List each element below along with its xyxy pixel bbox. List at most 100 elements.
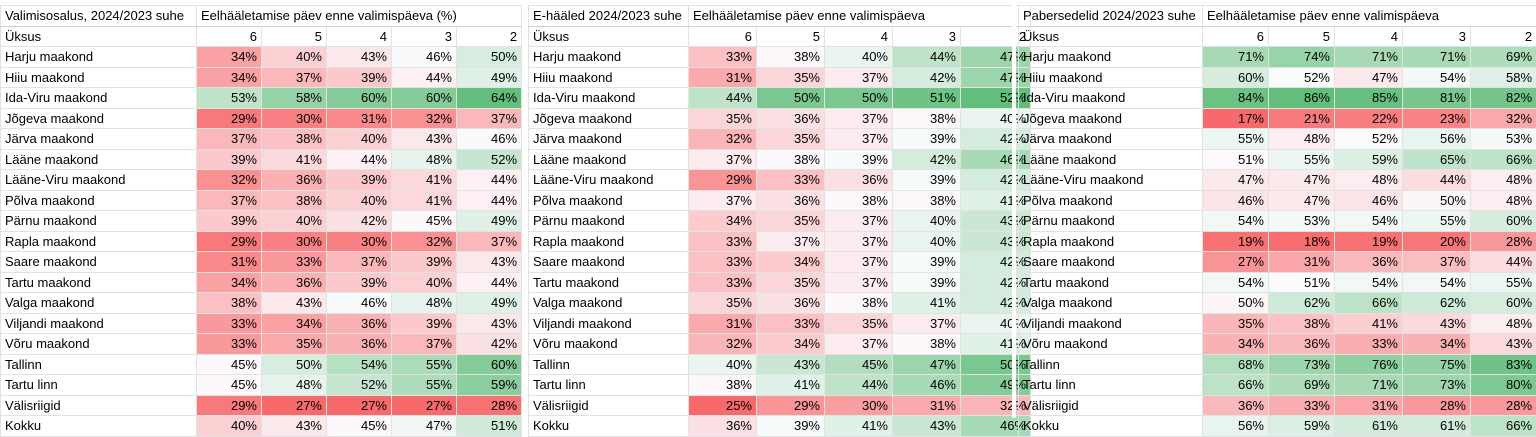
value-cell[interactable]: 37%	[262, 67, 327, 88]
value-cell[interactable]: 33%	[689, 47, 757, 68]
row-label[interactable]: Harju maakond	[529, 47, 689, 68]
value-cell[interactable]: 36%	[1203, 395, 1269, 416]
value-cell[interactable]: 46%	[457, 129, 522, 150]
value-cell[interactable]: 31%	[327, 108, 392, 129]
value-cell[interactable]: 36%	[327, 313, 392, 334]
value-cell[interactable]: 27%	[327, 395, 392, 416]
value-cell[interactable]: 44%	[1471, 252, 1536, 273]
value-cell[interactable]: 37%	[689, 149, 757, 170]
value-cell[interactable]: 36%	[1269, 334, 1335, 355]
value-cell[interactable]: 28%	[1403, 395, 1471, 416]
table-title[interactable]: Pabersedelid 2024/2023 suhe	[1019, 6, 1203, 27]
value-cell[interactable]: 48%	[1471, 170, 1536, 191]
value-cell[interactable]: 83%	[1471, 354, 1536, 375]
value-cell[interactable]: 51%	[1269, 272, 1335, 293]
value-cell[interactable]: 37%	[1403, 252, 1471, 273]
value-cell[interactable]: 30%	[825, 395, 893, 416]
value-cell[interactable]: 55%	[1471, 272, 1536, 293]
value-cell[interactable]: 32%	[689, 334, 757, 355]
value-cell[interactable]: 40%	[327, 129, 392, 150]
value-cell[interactable]: 46%	[327, 293, 392, 314]
row-label[interactable]: Pärnu maakond	[1019, 211, 1203, 232]
value-cell[interactable]: 28%	[457, 395, 522, 416]
value-cell[interactable]: 49%	[457, 293, 522, 314]
value-cell[interactable]: 34%	[1403, 334, 1471, 355]
value-cell[interactable]: 54%	[327, 354, 392, 375]
value-cell[interactable]: 37%	[825, 272, 893, 293]
day-header[interactable]: 3	[893, 26, 961, 47]
unit-header[interactable]: Üksus	[1, 26, 197, 47]
value-cell[interactable]: 48%	[1471, 190, 1536, 211]
value-cell[interactable]: 43%	[392, 129, 457, 150]
value-cell[interactable]: 38%	[757, 149, 825, 170]
value-cell[interactable]: 21%	[1269, 108, 1335, 129]
day-header[interactable]: 5	[262, 26, 327, 47]
value-cell[interactable]: 53%	[1269, 211, 1335, 232]
row-label[interactable]: Tallinn	[529, 354, 689, 375]
value-cell[interactable]: 41%	[825, 416, 893, 437]
row-label[interactable]: Tartu linn	[1019, 375, 1203, 396]
row-label[interactable]: Tallinn	[1, 354, 197, 375]
value-cell[interactable]: 47%	[1269, 190, 1335, 211]
value-cell[interactable]: 61%	[1403, 416, 1471, 437]
value-cell[interactable]: 37%	[825, 129, 893, 150]
value-cell[interactable]: 35%	[689, 293, 757, 314]
value-cell[interactable]: 41%	[392, 170, 457, 191]
value-cell[interactable]: 66%	[1335, 293, 1403, 314]
value-cell[interactable]: 38%	[893, 190, 961, 211]
row-label[interactable]: Põlva maakond	[529, 190, 689, 211]
row-label[interactable]: Saare maakond	[1019, 252, 1203, 273]
row-label[interactable]: Valga maakond	[1, 293, 197, 314]
value-cell[interactable]: 43%	[262, 293, 327, 314]
row-label[interactable]: Võru maakond	[529, 334, 689, 355]
row-label[interactable]: Lääne-Viru maakond	[1, 170, 197, 191]
value-cell[interactable]: 37%	[327, 252, 392, 273]
value-cell[interactable]: 76%	[1335, 354, 1403, 375]
row-label[interactable]: Lääne-Viru maakond	[529, 170, 689, 191]
value-cell[interactable]: 47%	[1203, 170, 1269, 191]
value-cell[interactable]: 37%	[825, 108, 893, 129]
value-cell[interactable]: 38%	[689, 375, 757, 396]
day-header[interactable]: 6	[197, 26, 262, 47]
value-cell[interactable]: 41%	[893, 293, 961, 314]
value-cell[interactable]: 39%	[757, 416, 825, 437]
value-cell[interactable]: 44%	[457, 190, 522, 211]
row-label[interactable]: Saare maakond	[1, 252, 197, 273]
value-cell[interactable]: 58%	[262, 88, 327, 109]
row-label[interactable]: Järva maakond	[1019, 129, 1203, 150]
value-cell[interactable]: 65%	[1403, 149, 1471, 170]
value-cell[interactable]: 54%	[1403, 67, 1471, 88]
day-header[interactable]: 2	[1471, 26, 1536, 47]
value-cell[interactable]: 42%	[457, 334, 522, 355]
day-header[interactable]: 4	[825, 26, 893, 47]
value-cell[interactable]: 73%	[1403, 375, 1471, 396]
value-cell[interactable]: 32%	[392, 231, 457, 252]
table-title[interactable]: Valimisosalus, 2024/2023 suhe	[1, 6, 197, 27]
value-cell[interactable]: 40%	[392, 272, 457, 293]
value-cell[interactable]: 39%	[893, 272, 961, 293]
value-cell[interactable]: 31%	[893, 395, 961, 416]
value-cell[interactable]: 38%	[893, 108, 961, 129]
day-header[interactable]: 4	[327, 26, 392, 47]
value-cell[interactable]: 38%	[262, 129, 327, 150]
value-cell[interactable]: 46%	[392, 47, 457, 68]
value-cell[interactable]: 39%	[893, 252, 961, 273]
value-cell[interactable]: 28%	[1471, 231, 1536, 252]
day-header[interactable]: 5	[757, 26, 825, 47]
value-cell[interactable]: 59%	[1269, 416, 1335, 437]
value-cell[interactable]: 43%	[893, 416, 961, 437]
row-label[interactable]: Lääne maakond	[1019, 149, 1203, 170]
value-cell[interactable]: 28%	[1471, 395, 1536, 416]
row-label[interactable]: Tallinn	[1019, 354, 1203, 375]
value-cell[interactable]: 69%	[1471, 47, 1536, 68]
value-cell[interactable]: 34%	[197, 67, 262, 88]
value-cell[interactable]: 48%	[1269, 129, 1335, 150]
day-header[interactable]: 3	[1403, 26, 1471, 47]
value-cell[interactable]: 39%	[392, 313, 457, 334]
day-header[interactable]: 2	[457, 26, 522, 47]
value-cell[interactable]: 34%	[197, 47, 262, 68]
value-cell[interactable]: 32%	[197, 170, 262, 191]
value-cell[interactable]: 33%	[757, 170, 825, 191]
value-cell[interactable]: 48%	[262, 375, 327, 396]
value-cell[interactable]: 36%	[262, 272, 327, 293]
